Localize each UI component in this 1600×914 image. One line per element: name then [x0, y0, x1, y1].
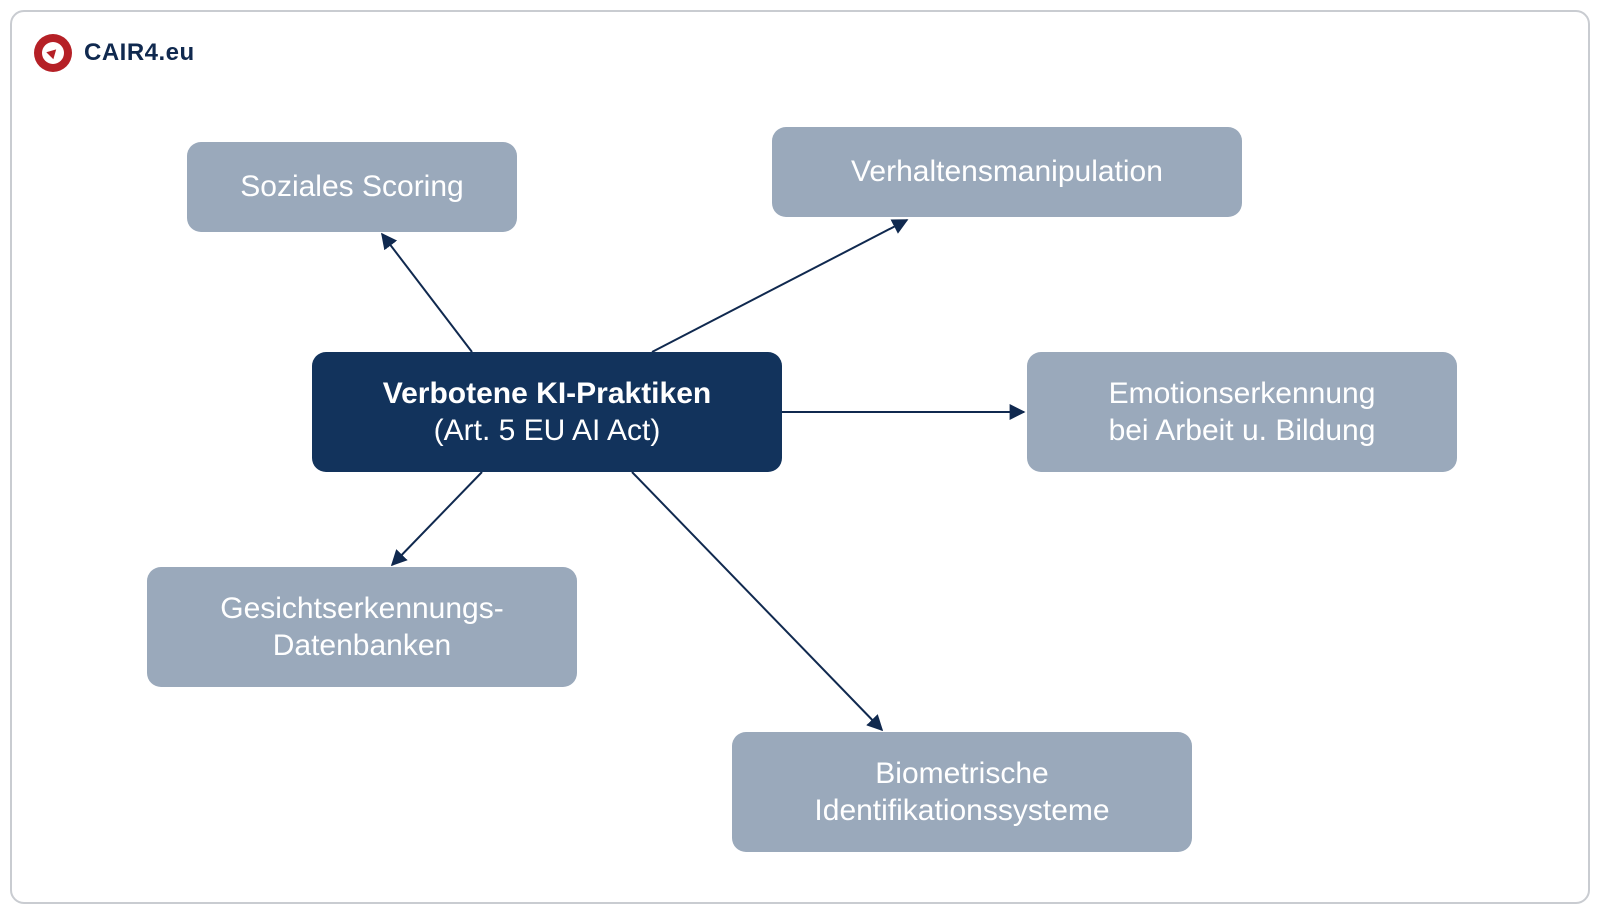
edge-behavior-manipulation [652, 220, 907, 352]
brand-logo: CAIR4.eu [34, 34, 195, 72]
edge-social-scoring [382, 234, 472, 352]
compass-icon [34, 34, 72, 72]
leaf-label-line: Emotionserkennung [1109, 375, 1376, 413]
center-title: Verbotene KI-Praktiken [383, 375, 711, 413]
center-node: Verbotene KI-Praktiken(Art. 5 EU AI Act) [312, 352, 782, 472]
edge-face-recognition-db [392, 472, 482, 565]
leaf-label-line: Gesichtserkennungs- [220, 590, 503, 628]
leaf-label-line: Identifikationssysteme [814, 792, 1109, 830]
center-subtitle: (Art. 5 EU AI Act) [434, 412, 661, 450]
leaf-emotion-recognition: Emotionserkennungbei Arbeit u. Bildung [1027, 352, 1457, 472]
leaf-label-line: Biometrische [875, 755, 1048, 793]
leaf-face-recognition-db: Gesichtserkennungs-Datenbanken [147, 567, 577, 687]
leaf-social-scoring: Soziales Scoring [187, 142, 517, 232]
leaf-label-line: Verhaltensmanipulation [851, 153, 1163, 191]
edge-biometric-id [632, 472, 882, 730]
leaf-label-line: Soziales Scoring [240, 168, 463, 206]
leaf-label-line: bei Arbeit u. Bildung [1109, 412, 1376, 450]
brand-label: CAIR4.eu [84, 39, 195, 67]
leaf-biometric-id: BiometrischeIdentifikationssysteme [732, 732, 1192, 852]
leaf-behavior-manipulation: Verhaltensmanipulation [772, 127, 1242, 217]
diagram-frame: CAIR4.eu Verbotene KI-Praktiken(Art. 5 E… [10, 10, 1590, 904]
leaf-label-line: Datenbanken [273, 627, 451, 665]
